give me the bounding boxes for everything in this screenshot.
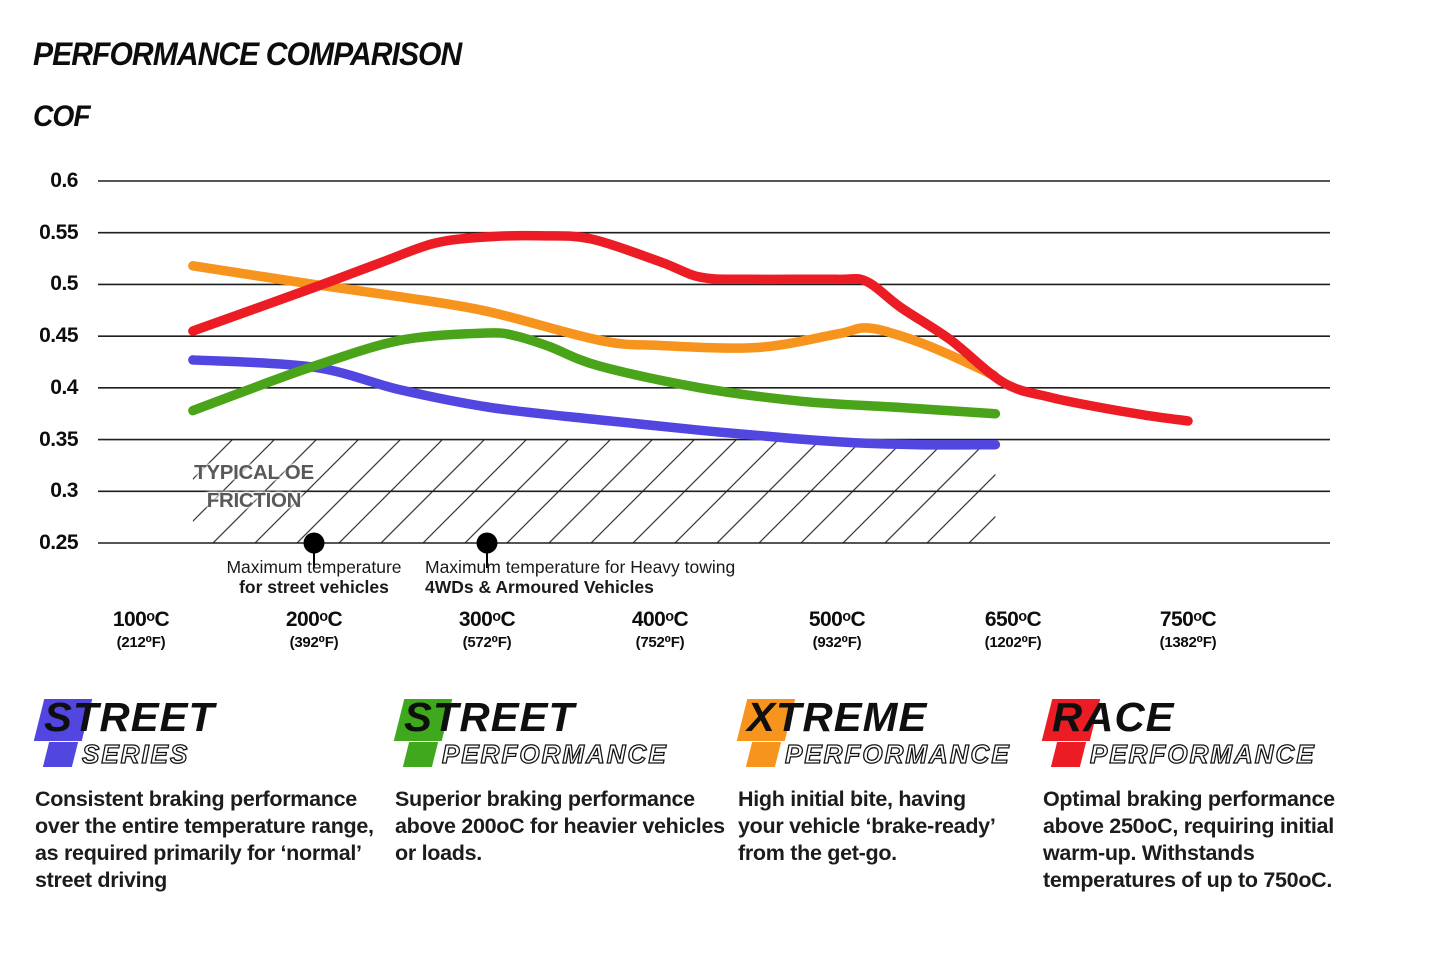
- max-temperature-annotation: Maximum temperature for street vehicles: [226, 557, 402, 597]
- max-temperature-annotation: Maximum temperature for Heavy towing 4WDs…: [425, 557, 736, 597]
- y-tick-label: 0.3: [50, 479, 78, 503]
- logo-block-icon: [402, 742, 439, 767]
- x-tick-label: 200ᵒC (392⁰F): [285, 608, 343, 651]
- logo-word-bottom: PERFORMANCE: [441, 738, 668, 769]
- y-tick-label: 0.6: [50, 169, 78, 192]
- street-series-logo: STREET SERIES: [33, 694, 375, 772]
- legend-item-street-performance: STREET PERFORMANCE Superior braking perf…: [393, 694, 725, 867]
- xtreme-performance-logo: XTREME PERFORMANCE: [736, 694, 1013, 772]
- typical-oe-friction-label: TYPICAL OE FRICTION: [190, 459, 318, 515]
- y-tick-label: 0.25: [39, 531, 78, 554]
- y-tick-label: 0.45: [39, 324, 78, 348]
- logo-block-icon: [1050, 742, 1087, 767]
- legend-description: Optimal braking performance above 250oC,…: [1043, 787, 1335, 892]
- race-performance-logo: RACE PERFORMANCE: [1041, 694, 1378, 772]
- legend-item-xtreme-performance: XTREME PERFORMANCE High initial bite, ha…: [736, 694, 1013, 867]
- x-tick-label: 500ᵒC (932⁰F): [808, 608, 866, 651]
- logo-block-icon: [42, 742, 79, 767]
- logo-word-top: STREET: [44, 694, 216, 740]
- x-tick-label: 100ᵒC (212⁰F): [112, 608, 170, 651]
- legend-item-street-series: STREET SERIES Consistent braking perform…: [33, 694, 375, 894]
- legend-item-race-performance: RACE PERFORMANCE Optimal braking perform…: [1041, 694, 1378, 894]
- oe-label-line1: TYPICAL OE: [194, 461, 314, 484]
- page-title: PERFORMANCE COMPARISON: [33, 36, 462, 72]
- x-tick-label: 300ᵒC (572⁰F): [458, 608, 516, 651]
- oe-label-line2: FRICTION: [206, 489, 302, 512]
- street-performance-logo: STREET PERFORMANCE: [393, 694, 725, 772]
- legend-description: High initial bite, having your vehicle ‘…: [738, 787, 995, 865]
- logo-word-top: XTREME: [747, 694, 928, 740]
- x-tick-label: 400ᵒC (752⁰F): [631, 608, 689, 651]
- logo-word-bottom: PERFORMANCE: [784, 738, 1011, 769]
- logo-word-bottom: SERIES: [81, 738, 190, 769]
- y-tick-label: 0.55: [39, 220, 78, 244]
- x-tick-label: 750ᵒC (1382⁰F): [1159, 608, 1217, 651]
- y-axis-title: COF: [33, 100, 91, 133]
- logo-word-bottom: PERFORMANCE: [1089, 738, 1316, 769]
- chart-plot: [98, 180, 1330, 568]
- curve-street-series: [188, 355, 1001, 450]
- y-tick-label: 0.4: [50, 375, 78, 399]
- max-temperature-marker-dot: [476, 532, 498, 554]
- logo-word-top: STREET: [404, 694, 576, 740]
- legend-description: Consistent braking performance over the …: [35, 787, 374, 892]
- y-tick-label: 0.5: [50, 272, 78, 296]
- curve-street-performance: [188, 328, 1001, 419]
- curve-race-performance: [188, 230, 1193, 426]
- logo-word-top: RACE: [1052, 694, 1175, 740]
- logo-block-icon: [745, 742, 782, 767]
- curve-xtreme-performance: [188, 261, 999, 381]
- max-temperature-marker-dot: [303, 532, 325, 554]
- x-tick-label: 650ᵒC (1202⁰F): [984, 608, 1042, 651]
- legend-description: Superior braking performance above 200oC…: [395, 787, 725, 865]
- y-tick-label: 0.35: [39, 427, 78, 451]
